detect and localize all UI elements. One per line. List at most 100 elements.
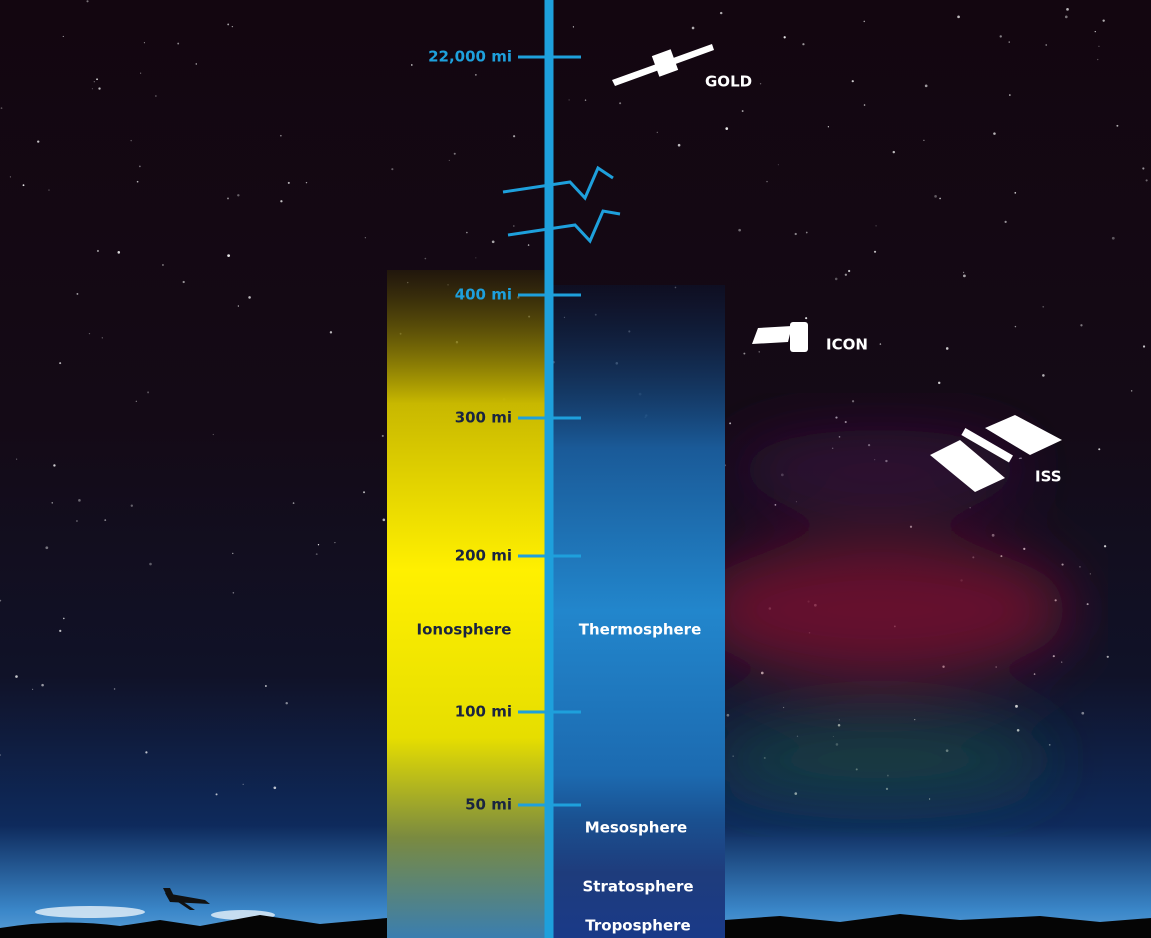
- star: [305, 181, 308, 184]
- star: [851, 80, 854, 83]
- tick-label: 50 mi: [465, 796, 512, 814]
- star: [237, 194, 240, 197]
- star: [962, 271, 965, 274]
- layer-label: Ionosphere: [417, 621, 512, 639]
- star: [227, 23, 230, 26]
- star: [317, 544, 320, 546]
- star: [88, 332, 91, 335]
- spacecraft-label: ISS: [1035, 468, 1062, 486]
- star: [851, 400, 855, 403]
- star: [1086, 603, 1089, 606]
- star: [1097, 58, 1099, 61]
- star: [805, 317, 808, 320]
- star: [227, 197, 229, 200]
- star: [1033, 673, 1036, 675]
- star: [1111, 236, 1115, 240]
- star: [45, 546, 49, 550]
- star: [743, 352, 746, 355]
- star: [37, 140, 40, 143]
- iss-icon: [930, 415, 1062, 492]
- tick-label: 200 mi: [455, 547, 512, 565]
- star: [491, 240, 495, 244]
- star: [863, 104, 866, 106]
- star: [835, 416, 838, 419]
- star: [873, 250, 877, 253]
- star: [9, 176, 11, 178]
- star: [774, 504, 777, 506]
- star: [1052, 655, 1055, 658]
- star: [1023, 547, 1026, 550]
- star: [513, 225, 515, 227]
- star: [287, 181, 290, 184]
- star: [760, 671, 764, 675]
- star: [834, 277, 838, 281]
- star: [265, 685, 267, 687]
- star: [719, 11, 723, 15]
- star: [16, 458, 18, 460]
- star: [656, 131, 659, 134]
- star: [130, 139, 132, 142]
- star: [848, 269, 851, 273]
- star: [844, 421, 847, 424]
- star: [993, 132, 996, 135]
- star: [424, 257, 427, 260]
- star: [783, 36, 786, 39]
- star: [0, 754, 1, 756]
- star: [777, 164, 779, 166]
- star: [782, 706, 785, 709]
- star: [572, 26, 575, 28]
- star: [280, 134, 282, 137]
- star: [135, 400, 137, 402]
- star: [453, 152, 456, 155]
- star: [98, 87, 101, 90]
- star: [1080, 324, 1083, 327]
- star: [86, 0, 89, 3]
- star: [1064, 15, 1068, 19]
- star: [738, 228, 741, 232]
- star: [1004, 220, 1007, 223]
- star: [93, 81, 95, 83]
- star: [382, 518, 386, 522]
- star: [0, 107, 3, 109]
- star: [937, 381, 941, 385]
- star: [475, 74, 477, 76]
- star: [691, 26, 695, 30]
- star: [215, 793, 218, 796]
- star: [96, 78, 98, 81]
- star: [1116, 124, 1119, 127]
- spacecraft-label: ICON: [826, 336, 868, 354]
- star: [363, 491, 366, 494]
- star: [76, 293, 79, 295]
- star: [48, 189, 50, 191]
- star: [1008, 41, 1010, 43]
- star: [957, 15, 960, 19]
- star: [1106, 655, 1109, 658]
- tick-label: 22,000 mi: [428, 48, 512, 66]
- star: [741, 110, 744, 112]
- star: [62, 617, 65, 620]
- star: [466, 231, 468, 234]
- star: [381, 434, 384, 438]
- star: [130, 504, 133, 507]
- star: [677, 143, 681, 147]
- star: [1098, 45, 1100, 47]
- star: [227, 254, 231, 257]
- star: [162, 264, 164, 266]
- star: [1045, 44, 1048, 46]
- star: [909, 525, 913, 528]
- tick-label: 100 mi: [455, 703, 512, 721]
- star: [1094, 31, 1096, 33]
- star: [924, 84, 928, 88]
- star: [96, 249, 100, 253]
- tick-label: 300 mi: [455, 409, 512, 427]
- star: [1066, 7, 1069, 11]
- star: [999, 35, 1002, 38]
- star: [59, 629, 62, 633]
- star: [155, 95, 157, 97]
- star: [759, 83, 762, 85]
- treeline: [0, 914, 1151, 938]
- star: [1042, 374, 1045, 377]
- star: [149, 562, 152, 566]
- star: [844, 273, 848, 276]
